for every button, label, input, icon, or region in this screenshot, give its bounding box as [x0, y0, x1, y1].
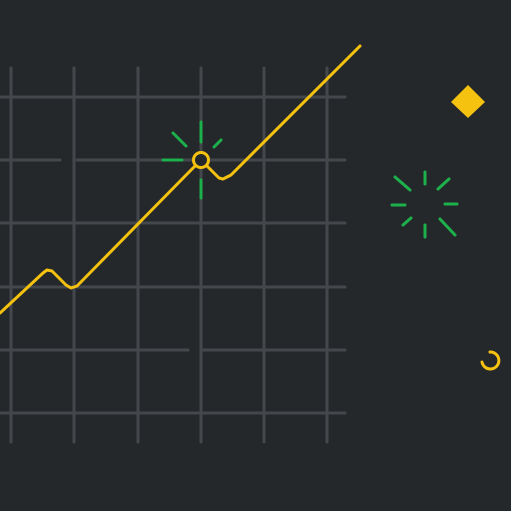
refresh-arc-icon	[480, 350, 501, 371]
sparkle-burst-icon	[161, 120, 223, 200]
sparkle-ray	[171, 131, 188, 148]
trend-line-icon	[0, 44, 362, 315]
sparkle-ray	[212, 138, 223, 149]
grid-lines-icon	[0, 66, 347, 444]
sparkle-ray	[393, 175, 412, 192]
sparkle-ray	[436, 177, 451, 191]
diamond-icon	[451, 85, 485, 118]
sparkle-ray	[438, 217, 457, 237]
sparkle-burst-icon	[390, 170, 459, 239]
circle-marker-icon	[192, 151, 210, 169]
sparkle-ray	[401, 216, 413, 227]
